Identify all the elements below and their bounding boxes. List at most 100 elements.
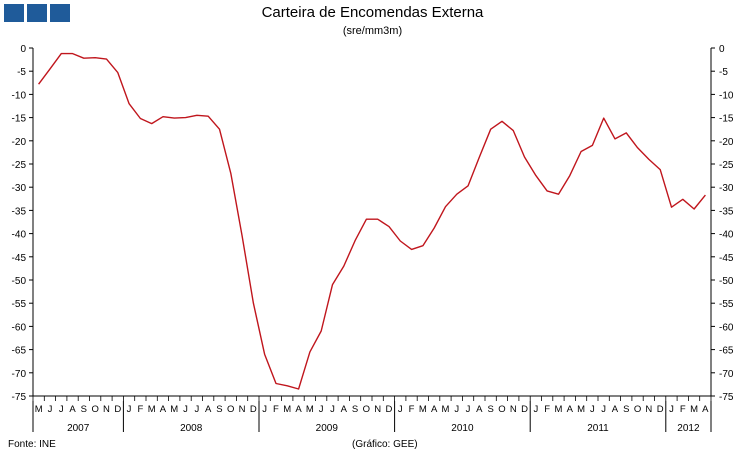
month-label: F xyxy=(544,404,550,415)
month-label: S xyxy=(81,404,87,415)
month-label: D xyxy=(250,404,257,415)
year-label: 2007 xyxy=(67,423,90,434)
logo-square xyxy=(27,4,47,22)
y-tick-label: -70 xyxy=(12,369,27,380)
series-line xyxy=(38,52,706,390)
month-label: M xyxy=(35,404,43,415)
month-label: O xyxy=(227,404,234,415)
logo-square xyxy=(50,4,70,22)
month-label: A xyxy=(612,404,619,415)
logo xyxy=(4,4,70,22)
month-label: J xyxy=(127,404,132,415)
month-label: J xyxy=(454,404,459,415)
month-label: S xyxy=(352,404,358,415)
y-axis-left: 0 -5 -10 -15 -20 -25 -30 -35 -40 -45 -50 -55 -60 -65 -… xyxy=(12,44,33,403)
month-label: S xyxy=(623,404,629,415)
month-label: M xyxy=(148,404,156,415)
month-label: J xyxy=(330,404,335,415)
axes xyxy=(32,48,712,397)
month-label: J xyxy=(319,404,324,415)
month-label: O xyxy=(498,404,505,415)
y-tick-label: -40 xyxy=(12,230,27,241)
month-label: M xyxy=(306,404,314,415)
y-tick-label: -20 xyxy=(12,137,27,148)
y-tick-label: -45 xyxy=(12,253,27,264)
y-axis-right: 0 -5 -10 -15 -20 -25 -30 -35 -40 -45 -50 -55 -60 -65 -… xyxy=(711,44,734,403)
month-label: O xyxy=(91,404,98,415)
month-label: A xyxy=(160,404,167,415)
month-label: J xyxy=(669,404,674,415)
month-label: N xyxy=(510,404,517,415)
month-label: F xyxy=(137,404,143,415)
month-label: J xyxy=(59,404,64,415)
y-tick-label: -25 xyxy=(719,160,734,171)
y-tick-label: -60 xyxy=(719,322,734,333)
month-label: N xyxy=(103,404,110,415)
month-label: A xyxy=(341,404,348,415)
month-label: J xyxy=(262,404,267,415)
month-label: J xyxy=(601,404,606,415)
logo-square xyxy=(4,4,24,22)
series xyxy=(38,52,706,390)
y-tick-label: -30 xyxy=(12,183,27,194)
y-tick-label: -10 xyxy=(12,90,27,101)
y-tick-label: -75 xyxy=(719,392,734,403)
month-label: J xyxy=(48,404,53,415)
month-label: J xyxy=(533,404,538,415)
y-tick-label: -45 xyxy=(719,253,734,264)
y-tick-label: -50 xyxy=(719,276,734,287)
year-label: 2008 xyxy=(180,423,203,434)
month-label: A xyxy=(476,404,483,415)
month-label: D xyxy=(114,404,121,415)
chart-title: Carteira de Encomendas Externa xyxy=(261,4,484,21)
month-label: F xyxy=(273,404,279,415)
source-note: Fonte: INE xyxy=(8,439,56,450)
y-tick-label: -70 xyxy=(719,369,734,380)
month-label: A xyxy=(702,404,709,415)
month-label: A xyxy=(431,404,438,415)
month-label: S xyxy=(487,404,493,415)
y-tick-label: 0 xyxy=(719,44,725,55)
y-tick-label: -5 xyxy=(719,67,728,78)
month-label: M xyxy=(283,404,291,415)
month-label: M xyxy=(419,404,427,415)
month-label: A xyxy=(567,404,574,415)
y-tick-label: -20 xyxy=(719,137,734,148)
year-label: 2009 xyxy=(316,423,339,434)
y-tick-label: 0 xyxy=(20,44,26,55)
y-tick-label: -25 xyxy=(12,160,27,171)
y-tick-label: -10 xyxy=(719,90,734,101)
y-tick-label: -15 xyxy=(12,114,27,125)
month-label: D xyxy=(386,404,393,415)
month-label: D xyxy=(521,404,528,415)
month-label: J xyxy=(183,404,188,415)
y-tick-label: -50 xyxy=(12,276,27,287)
month-label: N xyxy=(645,404,652,415)
y-tick-label: -55 xyxy=(12,299,27,310)
month-label: M xyxy=(577,404,585,415)
y-tick-label: -65 xyxy=(719,346,734,357)
y-tick-label: -30 xyxy=(719,183,734,194)
month-label: O xyxy=(363,404,370,415)
year-label: 2010 xyxy=(451,423,474,434)
month-label: J xyxy=(466,404,471,415)
y-tick-label: -15 xyxy=(719,114,734,125)
y-tick-label: -35 xyxy=(719,206,734,217)
month-label: J xyxy=(194,404,199,415)
chart-subtitle: (sre/mm3m) xyxy=(342,25,403,37)
credit-note: (Gráfico: GEE) xyxy=(352,439,418,450)
y-tick-label: -35 xyxy=(12,206,27,217)
month-label: N xyxy=(374,404,381,415)
month-label: M xyxy=(441,404,449,415)
year-label: 2011 xyxy=(587,423,609,434)
year-label: 2012 xyxy=(677,423,700,434)
month-label: A xyxy=(205,404,212,415)
month-label: S xyxy=(216,404,222,415)
y-tick-label: -75 xyxy=(12,392,27,403)
month-label: D xyxy=(657,404,664,415)
month-label: M xyxy=(690,404,698,415)
y-tick-label: -55 xyxy=(719,299,734,310)
month-label: O xyxy=(634,404,641,415)
